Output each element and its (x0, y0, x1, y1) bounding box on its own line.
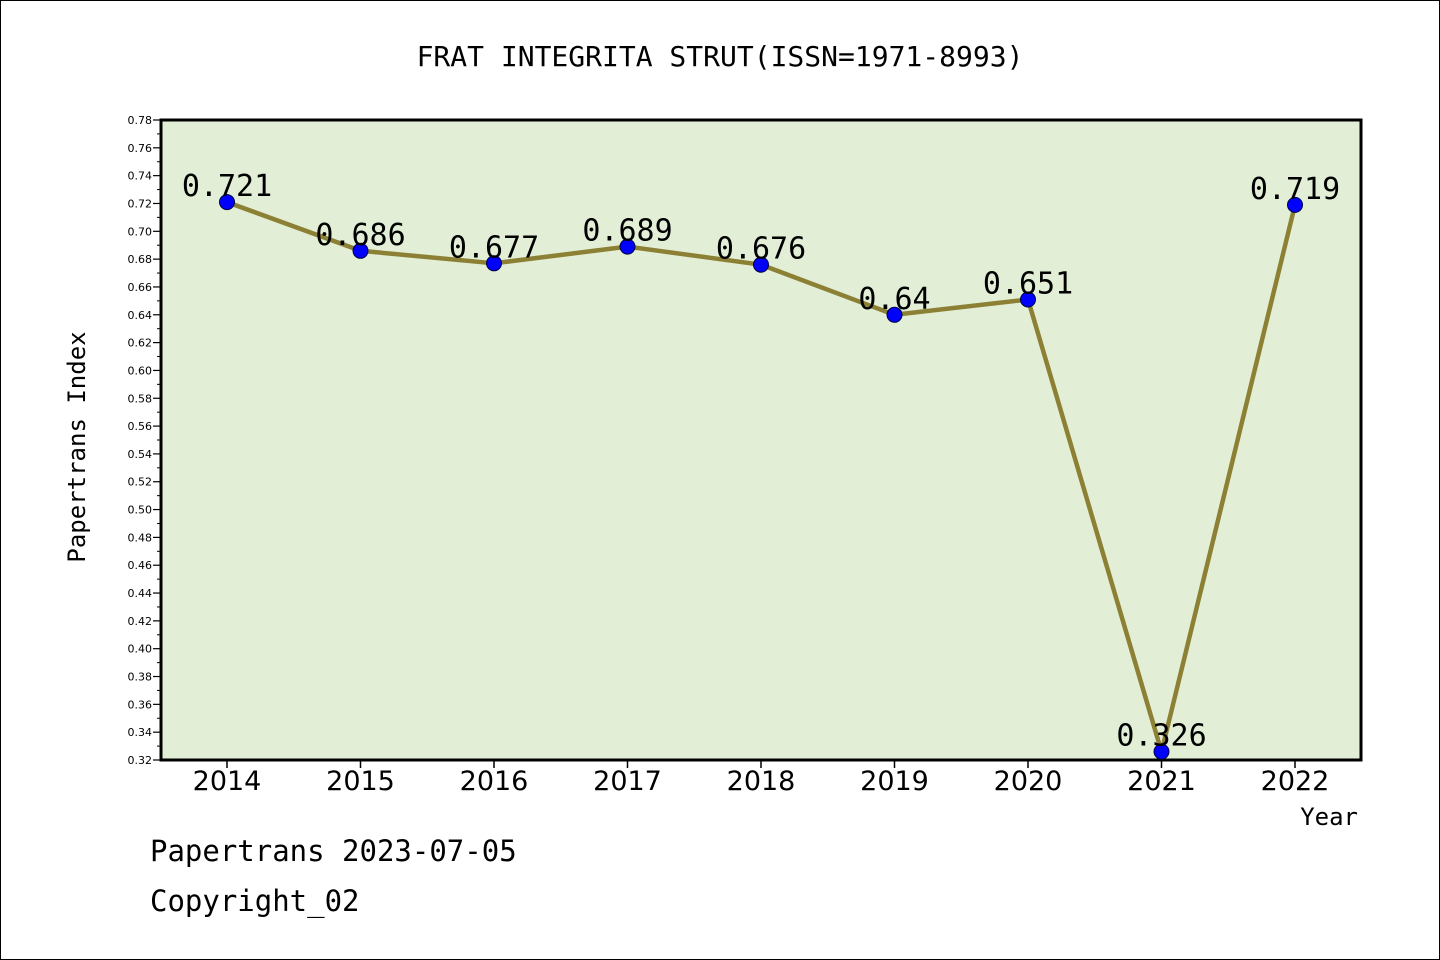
data-point (753, 256, 769, 273)
series-layer (219, 194, 1303, 760)
x-tick-label: 2021 (1127, 766, 1196, 797)
y-tick-label: 0.74 (128, 170, 153, 183)
x-tick-label: 2020 (994, 766, 1063, 797)
data-label: 0.689 (582, 214, 672, 249)
data-label: 0.677 (449, 230, 539, 265)
y-axis: 0.32 0.34 0.36 0.38 0.40 0.42 0.44 0.46 0.48 0.50… (128, 114, 161, 767)
y-tick-label: 0.34 (128, 726, 153, 739)
x-tick-label: 2022 (1261, 766, 1330, 797)
y-tick-label: 0.44 (128, 587, 153, 600)
data-label: 0.326 (1116, 719, 1206, 754)
data-label: 0.686 (315, 218, 405, 253)
x-tick-label: 2017 (593, 766, 662, 797)
y-tick-label: 0.38 (128, 671, 153, 684)
y-tick-label: 0.58 (128, 392, 153, 405)
data-point (352, 242, 369, 259)
x-tick-label: 2019 (860, 766, 929, 797)
data-label: 0.676 (716, 232, 806, 267)
y-tick-label: 0.64 (128, 309, 153, 322)
footer-copyright-text: Copyright_02 (150, 884, 360, 918)
y-tick-label: 0.78 (128, 114, 153, 127)
data-label: 0.651 (983, 266, 1073, 301)
x-tick-label: 2018 (727, 766, 796, 797)
data-point (1287, 196, 1303, 213)
data-point (886, 306, 903, 323)
y-tick-label: 0.62 (128, 337, 153, 350)
y-tick-label: 0.36 (128, 698, 153, 711)
data-point (1153, 743, 1170, 760)
y-tick-label: 0.66 (128, 281, 153, 294)
y-tick-label: 0.54 (128, 448, 153, 461)
footer-date-text: Papertrans 2023-07-05 (150, 834, 517, 868)
x-tick-label: 2015 (326, 766, 395, 797)
data-point (1020, 291, 1036, 308)
x-axis: 2014 2015 2016 2017 2018 2019 2020 2021 2022 (193, 760, 1330, 797)
y-tick-label: 0.42 (128, 615, 153, 628)
data-label-layer: 0.721 0.686 0.677 0.689 0.676 0.64 0.651 0.326 0… (182, 169, 1340, 754)
data-label: 0.64 (858, 282, 930, 317)
data-point (486, 255, 502, 272)
chart-title: FRAT INTEGRITA STRUT(ISSN=1971-8993) (417, 40, 1024, 73)
y-tick-label: 0.32 (128, 754, 153, 767)
x-tick-label: 2014 (193, 766, 262, 797)
y-tick-label: 0.72 (128, 197, 153, 210)
data-label: 0.719 (1250, 172, 1340, 207)
y-tick-label: 0.70 (128, 225, 153, 238)
y-axis-title: Papertrans Index (63, 331, 91, 562)
y-tick-label: 0.46 (128, 559, 153, 572)
y-tick-label: 0.56 (128, 420, 153, 433)
y-tick-label: 0.60 (128, 364, 153, 377)
y-tick-label: 0.40 (128, 643, 153, 656)
data-label: 0.721 (182, 169, 272, 204)
data-point (219, 194, 235, 211)
data-point (619, 238, 636, 255)
y-tick-label: 0.76 (128, 142, 153, 155)
y-tick-label: 0.52 (128, 476, 153, 489)
x-axis-title: Year (1300, 803, 1358, 831)
y-tick-label: 0.68 (128, 253, 153, 266)
y-tick-label: 0.48 (128, 531, 153, 544)
plot-area (159, 118, 1363, 762)
y-tick-label: 0.50 (128, 504, 153, 517)
x-tick-label: 2016 (460, 766, 529, 797)
